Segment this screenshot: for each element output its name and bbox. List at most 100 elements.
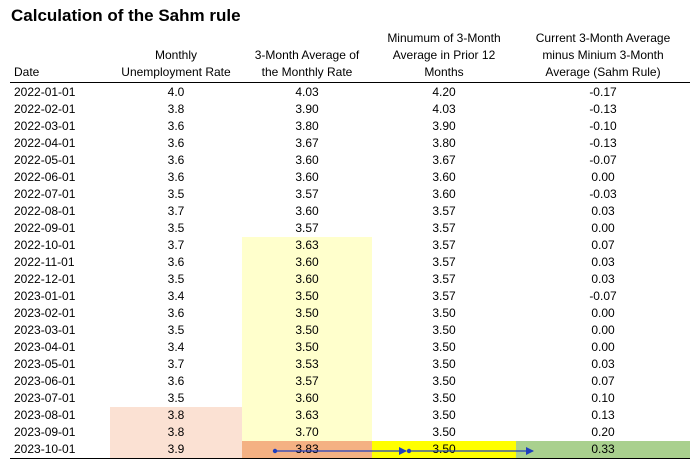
table-row: 2023-04-01 3.4 3.50 3.50 0.00 [10, 339, 690, 356]
cell-min12: 3.90 [432, 119, 456, 133]
cell-min12: 3.57 [432, 238, 456, 252]
cell-sahm: 0.33 [516, 441, 690, 458]
table-row: 2022-12-01 3.5 3.60 3.57 0.03 [10, 271, 690, 288]
table-row: 2022-11-01 3.6 3.60 3.57 0.03 [10, 254, 690, 271]
cell-sahm: 0.03 [591, 357, 615, 371]
cell-date: 2023-04-01 [14, 340, 76, 354]
cell-avg3: 3.57 [242, 373, 372, 390]
cell-rate: 3.6 [167, 119, 185, 133]
cell-rate: 3.8 [110, 424, 242, 441]
cell-min12: 3.50 [432, 425, 456, 439]
cell-sahm: 0.00 [591, 306, 615, 320]
cell-rate: 3.6 [167, 306, 185, 320]
cell-avg3: 3.60 [295, 204, 319, 218]
cell-sahm: 0.00 [591, 221, 615, 235]
cell-min12: 3.57 [432, 255, 456, 269]
cell-min12: 3.50 [432, 374, 456, 388]
cell-min12: 3.50 [432, 408, 456, 422]
cell-avg3: 3.57 [295, 221, 319, 235]
cell-avg3: 3.57 [295, 187, 319, 201]
table-row: 2023-08-01 3.8 3.63 3.50 0.13 [10, 407, 690, 424]
cell-rate: 3.8 [110, 407, 242, 424]
cell-min12: 3.50 [432, 306, 456, 320]
cell-sahm: 0.07 [591, 374, 615, 388]
table-row: 2023-05-01 3.7 3.53 3.50 0.03 [10, 356, 690, 373]
cell-avg3: 3.60 [295, 153, 319, 167]
cell-min12: 3.57 [432, 272, 456, 286]
cell-date: 2022-01-01 [14, 85, 76, 99]
cell-min12: 3.67 [432, 153, 456, 167]
table-row: 2022-06-01 3.6 3.60 3.60 0.00 [10, 169, 690, 186]
cell-date: 2023-07-01 [14, 391, 76, 405]
cell-min12: 3.57 [432, 289, 456, 303]
cell-sahm: -0.07 [589, 289, 617, 303]
cell-date: 2023-01-01 [14, 289, 76, 303]
table-bottom-border [10, 458, 690, 459]
cell-date: 2023-06-01 [14, 374, 76, 388]
cell-rate: 3.7 [167, 238, 185, 252]
table-row: 2022-09-01 3.5 3.57 3.57 0.00 [10, 220, 690, 237]
cell-date: 2023-02-01 [14, 306, 76, 320]
cell-avg3: 3.60 [295, 170, 319, 184]
cell-date: 2023-08-01 [14, 408, 76, 422]
cell-date: 2023-09-01 [14, 425, 76, 439]
table-row: 2022-05-01 3.6 3.60 3.67 -0.07 [10, 152, 690, 169]
cell-rate: 3.8 [167, 102, 185, 116]
cell-date: 2022-03-01 [14, 119, 76, 133]
cell-sahm: -0.17 [589, 85, 617, 99]
cell-min12: 4.03 [432, 102, 456, 116]
cell-min12: 3.80 [432, 136, 456, 150]
cell-sahm: 0.00 [591, 340, 615, 354]
table-row: 2022-08-01 3.7 3.60 3.57 0.03 [10, 203, 690, 220]
cell-sahm: 0.03 [591, 272, 615, 286]
table-row: 2023-06-01 3.6 3.57 3.50 0.07 [10, 373, 690, 390]
cell-date: 2022-02-01 [14, 102, 76, 116]
cell-avg3: 3.50 [242, 305, 372, 322]
cell-avg3: 3.50 [242, 322, 372, 339]
cell-sahm: 0.20 [591, 425, 615, 439]
cell-avg3: 4.03 [295, 85, 319, 99]
cell-date: 2022-06-01 [14, 170, 76, 184]
cell-avg3: 3.63 [242, 407, 372, 424]
cell-date: 2023-10-01 [14, 442, 76, 456]
cell-avg3: 3.67 [295, 136, 319, 150]
header-date: Date [14, 65, 40, 79]
cell-avg3: 3.70 [242, 424, 372, 441]
cell-sahm: -0.10 [589, 119, 617, 133]
cell-sahm: -0.07 [589, 153, 617, 167]
cell-avg3: 3.83 [242, 441, 372, 458]
cell-rate: 3.6 [167, 255, 185, 269]
cell-date: 2022-12-01 [14, 272, 76, 286]
cell-sahm: 0.03 [591, 204, 615, 218]
cell-rate: 3.5 [167, 221, 185, 235]
cell-sahm: 0.00 [591, 170, 615, 184]
header-3-month-average: 3-Month Average of the Monthly Rate [254, 48, 360, 79]
cell-rate: 3.5 [167, 391, 185, 405]
cell-date: 2022-08-01 [14, 204, 76, 218]
cell-date: 2022-10-01 [14, 238, 76, 252]
cell-rate: 3.5 [167, 272, 185, 286]
cell-rate: 3.5 [167, 323, 185, 337]
cell-min12: 3.57 [432, 221, 456, 235]
cell-sahm: -0.13 [589, 102, 617, 116]
cell-rate: 3.9 [110, 441, 242, 458]
cell-rate: 4.0 [167, 85, 185, 99]
cell-sahm: 0.03 [591, 255, 615, 269]
cell-rate: 3.6 [167, 136, 185, 150]
cell-min12: 3.60 [432, 170, 456, 184]
table-row: 2022-02-01 3.8 3.90 4.03 -0.13 [10, 101, 690, 118]
table-row: 2023-02-01 3.6 3.50 3.50 0.00 [10, 305, 690, 322]
cell-sahm: 0.00 [591, 323, 615, 337]
table-row: 2022-10-01 3.7 3.63 3.57 0.07 [10, 237, 690, 254]
cell-date: 2022-09-01 [14, 221, 76, 235]
sahm-table-body: 2022-01-01 4.0 4.03 4.20 -0.17 2022-02-01 3.8 3… [10, 84, 690, 458]
cell-avg3: 3.90 [295, 102, 319, 116]
table-row: 2023-03-01 3.5 3.50 3.50 0.00 [10, 322, 690, 339]
table-row: 2023-07-01 3.5 3.60 3.50 0.10 [10, 390, 690, 407]
cell-sahm: 0.13 [591, 408, 615, 422]
cell-min12: 3.50 [372, 441, 516, 458]
cell-rate: 3.6 [167, 170, 185, 184]
cell-avg3: 3.50 [242, 288, 372, 305]
header-sahm-rule: Current 3-Month Average minus Minium 3-M… [535, 31, 671, 79]
